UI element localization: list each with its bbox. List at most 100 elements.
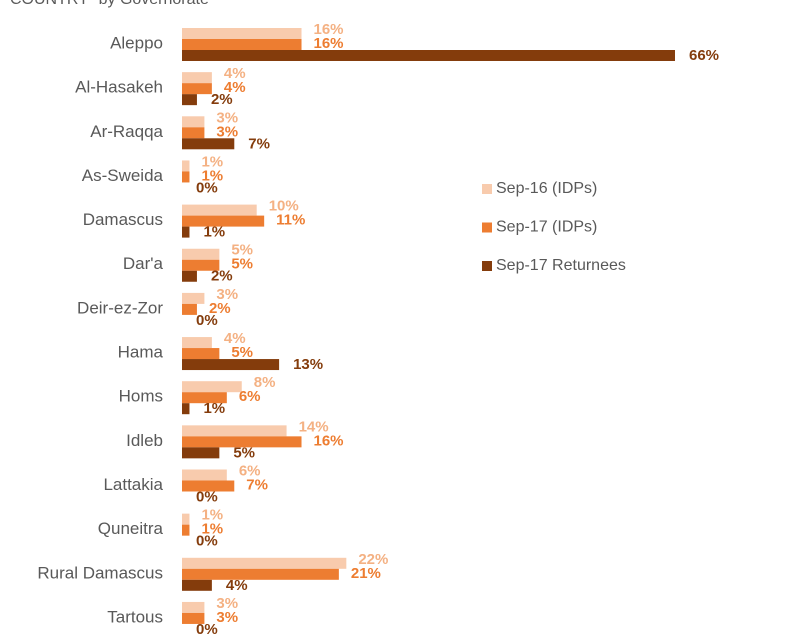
value-label: 4% [224,330,246,347]
value-label: 0% [196,488,218,505]
bar [182,303,197,315]
value-label: 13% [293,356,323,373]
value-label: 16% [314,35,344,52]
bar [182,270,197,282]
legend-swatch [482,222,492,233]
value-label: 4% [224,79,246,96]
value-label: 3% [216,286,238,303]
value-label: 1% [201,507,223,524]
bar [182,392,227,404]
value-label: 66% [689,47,719,64]
value-label: 14% [299,418,329,435]
legend-label: Sep-16 (IDPs) [496,180,597,197]
bar [182,601,205,613]
bar [182,28,302,39]
value-label: 6% [239,388,261,405]
legend-label: Sep-17 (IDPs) [496,219,597,236]
bar [182,83,212,95]
value-label: 0% [196,533,218,550]
value-label: 5% [231,242,253,259]
value-label: 5% [233,444,255,461]
value-label: 5% [231,344,253,361]
value-label: 21% [351,565,381,582]
category-label: As-Sweida [82,166,164,185]
bar [182,138,235,150]
category-label: Aleppo [110,33,163,52]
category-label: Hama [118,343,164,362]
category-label: Lattakia [103,475,163,494]
category-label: Rural Damascus [37,563,163,582]
value-label: 8% [254,374,276,391]
bar [182,259,220,271]
bar [182,359,280,371]
value-label: 0% [196,621,218,634]
value-label: 16% [314,21,344,38]
category-label: Al-Hasakeh [75,78,163,97]
bar [182,557,347,569]
category-label: Dar'a [123,254,164,273]
value-label: 5% [231,256,253,273]
value-label: 16% [314,432,344,449]
bar [182,94,197,106]
value-label: 3% [216,595,238,612]
category-label: Damascus [83,210,163,229]
category-label: Homs [119,387,163,406]
category-label: Idleb [126,431,163,450]
bar [182,425,287,437]
value-label: 1% [203,224,225,241]
value-label: 1% [201,167,223,184]
value-label: 2% [211,91,233,108]
value-label: 1% [201,153,223,170]
bar [182,513,190,525]
value-label: 11% [276,212,305,229]
bar [182,447,220,459]
bar [182,403,190,415]
bar [182,160,190,172]
chart-title: COUNTRY” by Governorate [10,0,209,8]
bar [182,215,265,227]
value-label: 3% [216,123,238,140]
bar [182,116,205,128]
value-label: 4% [224,65,246,82]
legend-swatch [482,261,492,271]
value-label: 0% [196,179,218,196]
bar [182,226,190,238]
value-label: 3% [216,109,238,126]
value-label: 22% [358,551,388,568]
bar [182,72,212,84]
bar [182,127,205,139]
value-label: 2% [211,268,233,285]
bar [182,171,190,183]
bar [182,612,205,624]
value-label: 7% [248,135,270,152]
bar [182,381,242,393]
value-label: 7% [246,476,268,493]
bar [182,248,220,260]
bar [182,579,212,591]
legend-swatch [482,184,492,194]
value-label: 2% [209,300,231,317]
value-label: 4% [226,577,248,594]
legend-label: Sep-17 Returnees [496,257,626,274]
bar [182,480,235,492]
value-label: 1% [201,521,223,538]
bar [182,337,212,349]
category-label: Quneitra [98,519,164,538]
bar [182,436,302,448]
bar [182,204,257,216]
bar [182,469,227,481]
value-label: 0% [196,312,218,329]
category-label: Ar-Raqqa [90,122,163,141]
value-label: 10% [269,198,299,215]
bar [182,568,339,580]
bar [182,50,675,61]
value-label: 3% [216,609,238,626]
value-label: 1% [203,400,225,417]
category-label: Deir-ez-Zor [77,298,163,317]
bar [182,348,220,360]
category-label: Tartous [107,607,163,626]
bar [182,292,205,304]
bar [182,524,190,536]
value-label: 6% [239,462,261,479]
